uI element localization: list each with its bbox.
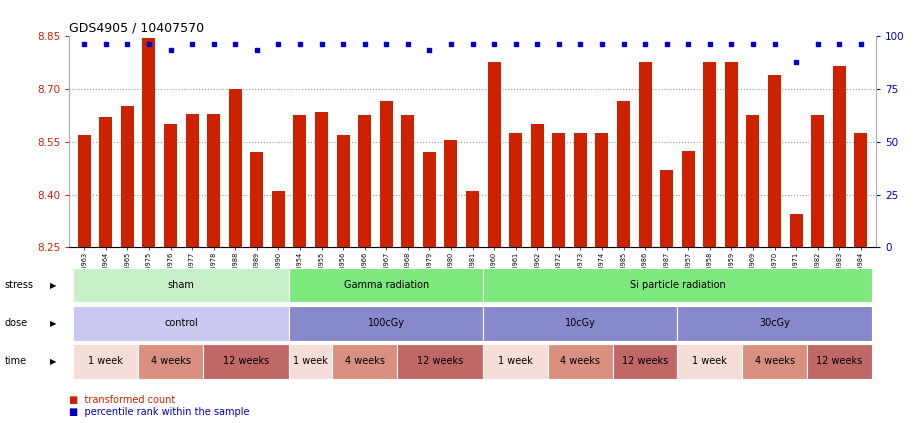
Text: ▶: ▶ (50, 280, 57, 290)
Text: 12 weeks: 12 weeks (816, 356, 862, 366)
Bar (483, 268, 871, 302)
Text: 10cGy: 10cGy (565, 318, 596, 328)
Text: 1 week: 1 week (692, 356, 727, 366)
Bar (488, 62, 501, 247)
Bar (251, 152, 264, 247)
Bar (855, 133, 868, 247)
Bar (531, 124, 544, 247)
Bar (293, 115, 306, 247)
Bar (401, 115, 414, 247)
Bar (678, 344, 742, 379)
Text: 12 weeks: 12 weeks (223, 356, 269, 366)
Text: 30cGy: 30cGy (759, 318, 790, 328)
Bar (703, 62, 716, 247)
Bar (290, 268, 483, 302)
Bar (681, 151, 694, 247)
Bar (639, 62, 652, 247)
Bar (617, 101, 630, 247)
Bar (203, 344, 290, 379)
Bar (290, 306, 483, 341)
Bar (290, 344, 332, 379)
Bar (138, 344, 203, 379)
Text: ■  transformed count: ■ transformed count (69, 395, 175, 405)
Bar (332, 344, 397, 379)
Bar (359, 115, 372, 247)
Text: 4 weeks: 4 weeks (561, 356, 600, 366)
Bar (74, 306, 290, 341)
Bar (444, 140, 457, 247)
Text: 4 weeks: 4 weeks (345, 356, 384, 366)
Text: 4 weeks: 4 weeks (754, 356, 795, 366)
Bar (725, 62, 738, 247)
Text: sham: sham (168, 280, 195, 290)
Bar (315, 112, 328, 247)
Bar (613, 344, 678, 379)
Text: 1 week: 1 week (498, 356, 533, 366)
Text: stress: stress (5, 280, 33, 290)
Bar (789, 214, 802, 247)
Bar (483, 344, 548, 379)
Bar (229, 89, 242, 247)
Bar (596, 133, 609, 247)
Text: ▶: ▶ (50, 357, 57, 366)
Bar (811, 115, 824, 247)
Text: 1 week: 1 week (89, 356, 124, 366)
Text: 12 weeks: 12 weeks (622, 356, 668, 366)
Bar (121, 107, 134, 247)
Text: 4 weeks: 4 weeks (150, 356, 191, 366)
Text: ▶: ▶ (50, 319, 57, 328)
Text: time: time (5, 356, 27, 366)
Bar (100, 117, 112, 247)
Text: 100cGy: 100cGy (368, 318, 405, 328)
Bar (573, 133, 586, 247)
Bar (380, 101, 393, 247)
Bar (742, 344, 807, 379)
Bar (207, 113, 220, 247)
Bar (397, 344, 483, 379)
Bar (423, 152, 436, 247)
Bar (747, 115, 760, 247)
Bar (483, 306, 678, 341)
Bar (768, 75, 781, 247)
Bar (74, 344, 138, 379)
Bar (77, 135, 90, 247)
Bar (833, 66, 845, 247)
Text: Gamma radiation: Gamma radiation (344, 280, 429, 290)
Bar (552, 133, 565, 247)
Bar (185, 113, 198, 247)
Text: control: control (164, 318, 198, 328)
Bar (164, 124, 177, 247)
Text: GDS4905 / 10407570: GDS4905 / 10407570 (69, 22, 205, 35)
Text: 1 week: 1 week (293, 356, 328, 366)
Bar (548, 344, 613, 379)
Text: 12 weeks: 12 weeks (417, 356, 463, 366)
Bar (272, 191, 285, 247)
Bar (143, 38, 156, 247)
Bar (660, 170, 673, 247)
Text: Si particle radiation: Si particle radiation (630, 280, 726, 290)
Bar (509, 133, 522, 247)
Bar (807, 344, 871, 379)
Bar (74, 268, 290, 302)
Text: dose: dose (5, 318, 28, 328)
Bar (678, 306, 871, 341)
Bar (337, 135, 349, 247)
Bar (466, 191, 479, 247)
Text: ■  percentile rank within the sample: ■ percentile rank within the sample (69, 407, 250, 418)
